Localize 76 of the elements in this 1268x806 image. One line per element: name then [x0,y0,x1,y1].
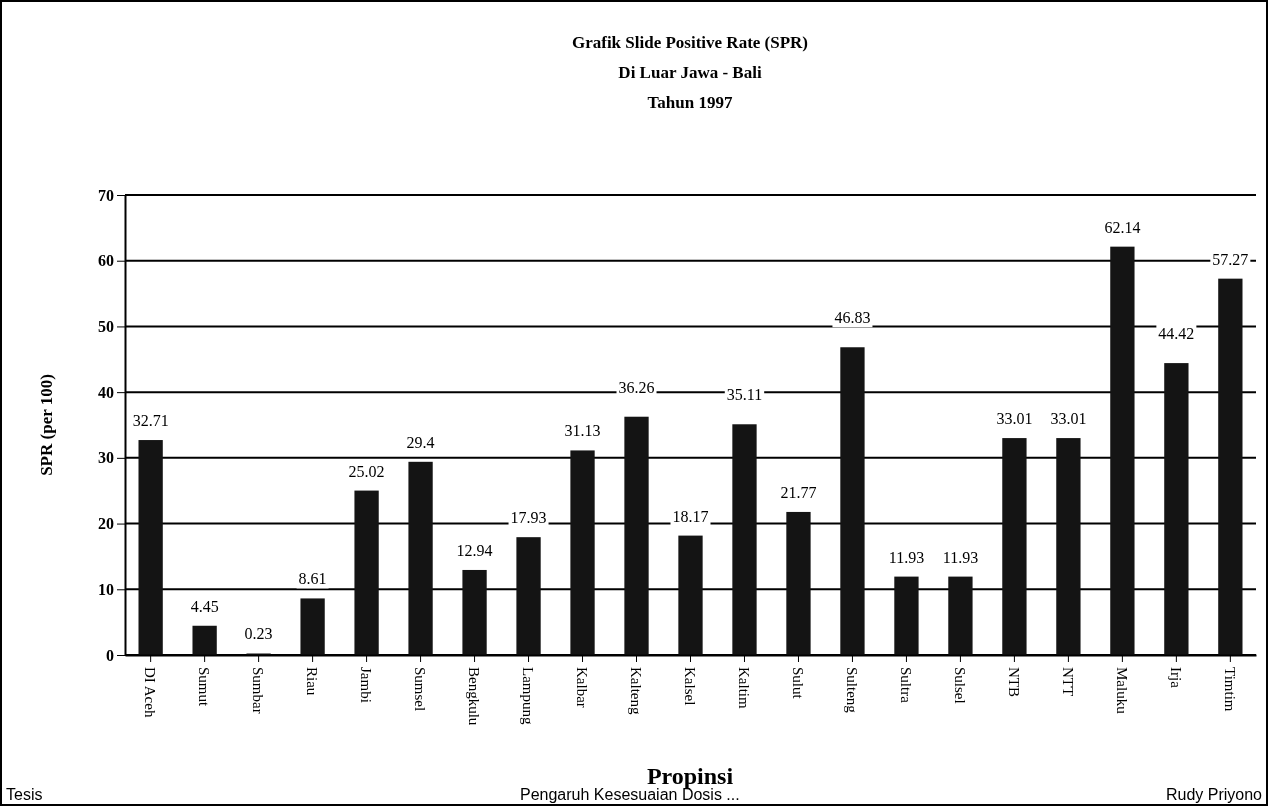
x-tick-label: DI Aceh [142,667,159,718]
data-label: 21.77 [780,483,817,501]
x-tick-label: Sultra [898,667,915,704]
bar [1056,438,1081,655]
x-tick-label: Irja [1168,667,1185,689]
x-tick-label: Sumut [196,667,213,708]
bar [408,461,433,655]
y-tick-label: 40 [98,383,114,401]
y-tick-label: 70 [98,186,114,204]
bar [732,424,757,655]
bar [678,535,703,655]
y-tick-label: 30 [98,449,114,467]
y-tick-label: 10 [98,580,114,598]
y-tick-label: 50 [98,318,114,336]
data-label: 33.01 [996,410,1033,428]
bar [462,569,487,655]
bar [624,416,649,655]
data-label: 18.17 [672,507,709,525]
x-tick-label: Sulteng [844,667,861,714]
data-label: 46.83 [834,309,871,327]
x-tick-label: Sumsel [412,667,429,712]
data-label: 11.93 [942,548,979,566]
y-tick-label: 0 [106,646,114,664]
bar [948,576,973,655]
data-label: 0.23 [244,625,273,643]
bar [354,490,379,655]
x-tick-label: Bengkulu [466,667,483,726]
x-tick-label: Lampung [520,667,537,725]
bar [516,537,541,655]
x-tick-label: Kalteng [628,667,645,715]
y-tick-label: 20 [98,515,114,533]
data-label: 17.93 [510,509,547,527]
text: Rudy Priyono [1165,786,1263,803]
x-tick-label: Maluku [1114,667,1131,715]
bar [300,598,325,655]
data-label: 31.13 [564,422,601,440]
x-tick-label: Timtim [1222,667,1239,712]
x-tick-label: NTB [1006,667,1023,697]
x-tick-label: Sulut [790,667,807,700]
bar [840,347,865,655]
bar [1218,278,1243,655]
bar [138,440,163,655]
data-label: 4.45 [190,597,219,615]
bar [894,576,919,655]
x-tick-label: Kalsel [682,667,699,706]
x-tick-label: Riau [304,667,321,696]
chart-title: Grafik Slide Positive Rate (SPR) [571,33,809,52]
y-tick-label: 60 [98,252,114,270]
data-label: 33.01 [1050,410,1087,428]
x-tick-label: Kaltim [736,667,753,709]
bar [1002,438,1027,655]
x-axis-title: Propinsi [646,763,734,789]
data-label: 35.11 [726,386,763,404]
data-label: 25.02 [348,462,385,480]
chart-subtitle: Di Luar Jawa - Bali Tahun 1997 [618,63,762,112]
data-label: 12.94 [456,541,493,559]
data-label: 44.42 [1158,325,1195,343]
data-label: 32.71 [132,412,169,430]
data-label: 62.14 [1104,218,1141,236]
data-label: 11.93 [888,548,925,566]
x-tick-label: Sulsel [952,667,969,704]
bar [570,450,595,655]
x-tick-label: Sumbar [250,667,267,714]
x-tick-label: Jambi [358,667,375,703]
text: Tesis [6,786,43,803]
x-tick-label: NTT [1060,667,1077,697]
data-label: 36.26 [618,378,655,396]
data-label: 57.27 [1212,250,1249,268]
bar [192,625,217,655]
x-tick-label: Kalbar [574,667,591,708]
bar [1110,246,1135,655]
data-label: 29.4 [406,433,435,451]
bar [786,511,811,655]
bar [1164,363,1189,655]
y-axis-title: SPR (per 100) [37,374,56,476]
data-label: 8.61 [298,570,327,588]
